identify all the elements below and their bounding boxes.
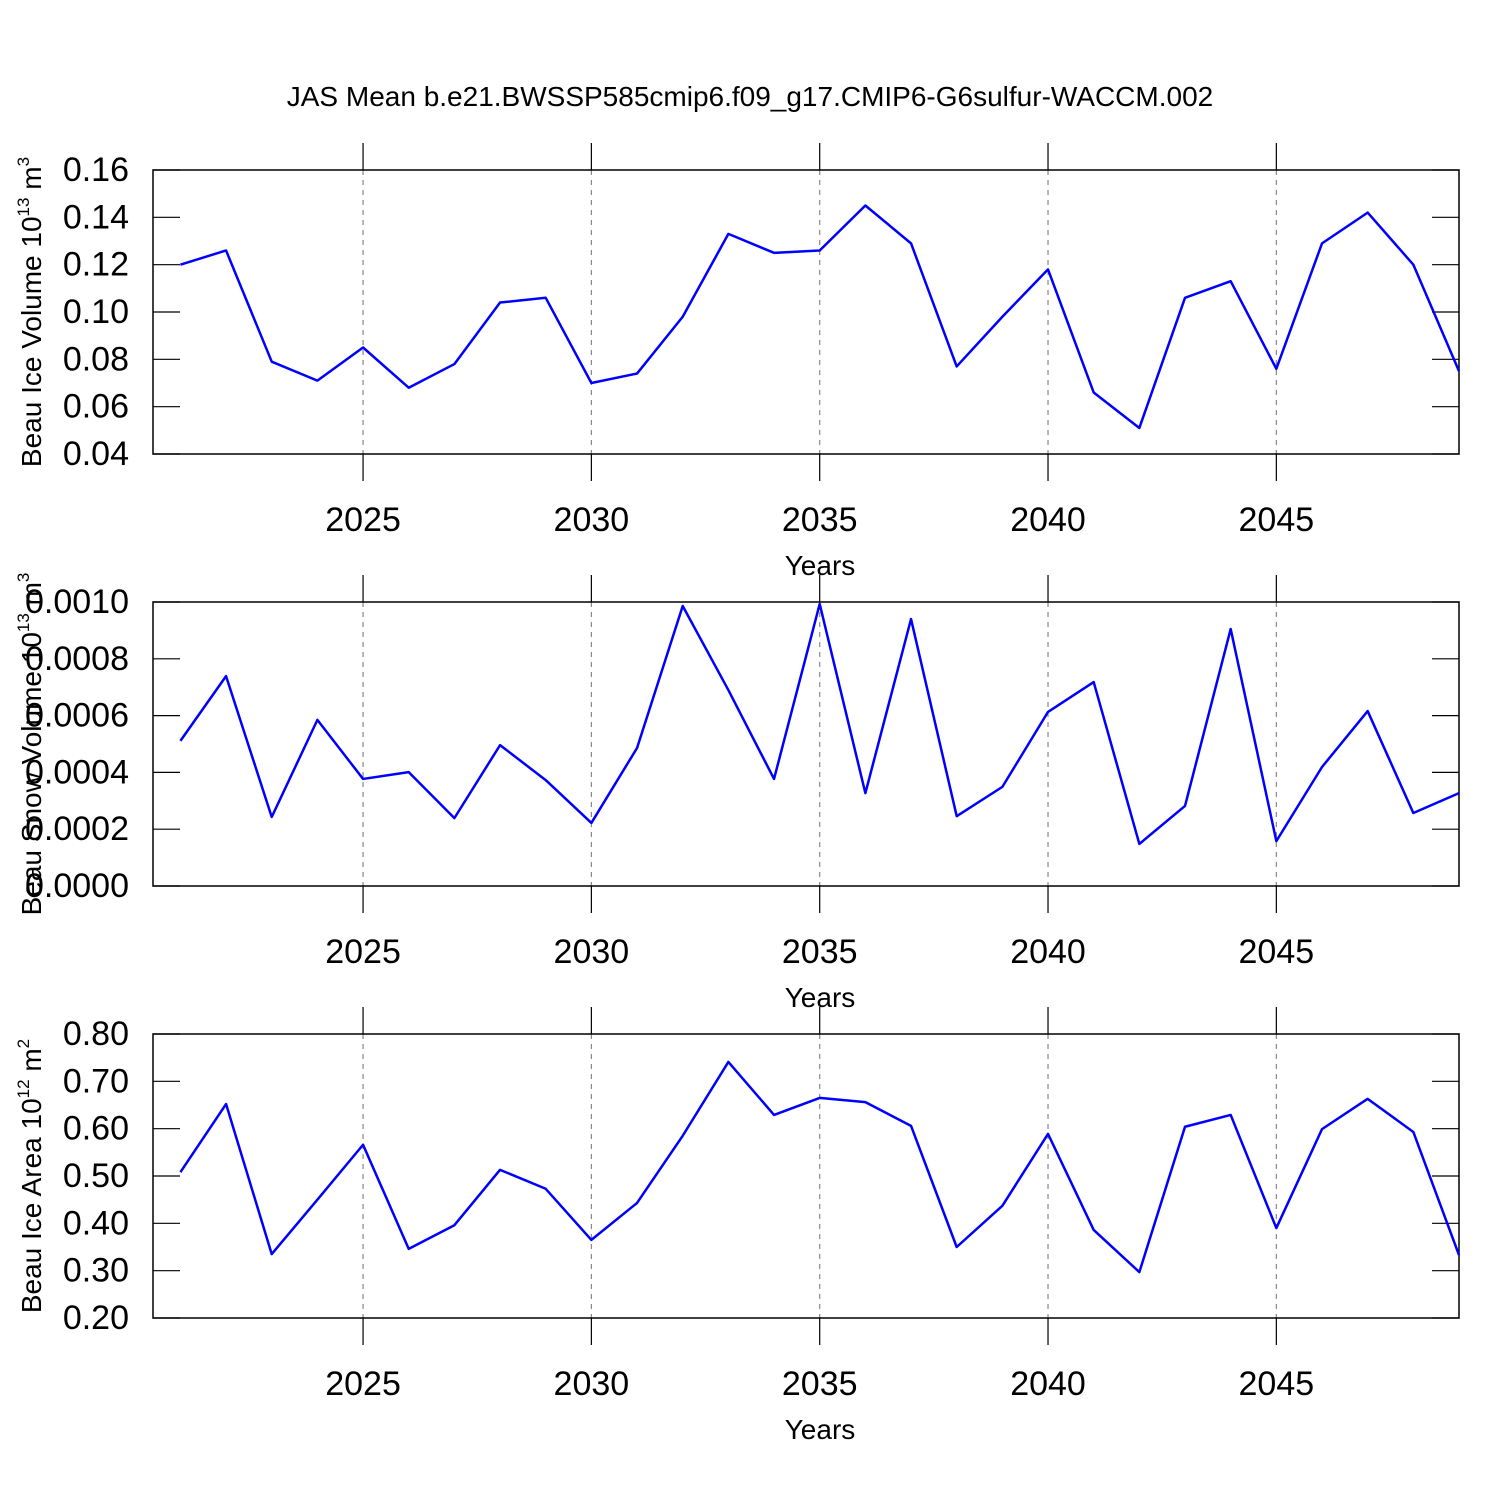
y-tick-label: 0.08 [63, 340, 129, 378]
y-axis-text: m [16, 582, 47, 613]
x-tick-label: 2040 [1010, 1365, 1086, 1403]
y-axis-text: Beau Ice Area 10 [16, 1098, 47, 1313]
x-tick-label: 2045 [1239, 1365, 1315, 1403]
x-tick-label: 2030 [554, 501, 630, 539]
y-axis-exponent: 13 [14, 613, 33, 632]
y-axis-text: m [16, 166, 47, 197]
x-tick-label: 2025 [325, 1365, 401, 1403]
y-tick-label: 0.60 [63, 1110, 129, 1148]
y-tick-label: 0.0008 [25, 640, 129, 678]
x-axis-title: Years [785, 1414, 856, 1445]
y-tick-label: 0.06 [63, 388, 129, 426]
chart-title: JAS Mean b.e21.BWSSP585cmip6.f09_g17.CMI… [287, 81, 1213, 112]
y-axis-exponent: 12 [14, 1079, 33, 1098]
y-tick-label: 0.0006 [25, 697, 129, 735]
x-tick-label: 2045 [1239, 933, 1315, 971]
y-tick-label: 0.0002 [25, 810, 129, 848]
y-tick-label: 0.0004 [25, 753, 129, 791]
x-tick-label: 2030 [554, 1365, 630, 1403]
plot-frame [152, 169, 1460, 455]
x-tick-label: 2040 [1010, 501, 1086, 539]
y-tick-label: 0.16 [63, 151, 129, 189]
plot-frame [152, 1033, 1460, 1319]
y-tick-label: 0.20 [63, 1299, 129, 1337]
y-axis-exponent: 13 [14, 198, 33, 217]
y-tick-label: 0.0010 [25, 583, 129, 621]
y-axis-exponent: 3 [14, 157, 33, 166]
x-tick-label: 2025 [325, 933, 401, 971]
data-line [179, 602, 1460, 846]
plot-frame [152, 601, 1460, 887]
y-tick-label: 0.50 [63, 1157, 129, 1195]
y-tick-label: 0.12 [63, 246, 129, 284]
y-tick-label: 0.04 [63, 435, 129, 473]
y-axis-title: Beau Ice Volume 1013 m3 [14, 157, 47, 467]
x-tick-label: 2035 [782, 1365, 858, 1403]
y-tick-label: 0.10 [63, 293, 129, 331]
y-axis-title: Beau Ice Area 1012 m2 [14, 1039, 47, 1313]
y-axis-text: Beau Snow Volume 10 [16, 632, 47, 915]
y-tick-label: 0.30 [63, 1252, 129, 1290]
x-tick-label: 2035 [782, 933, 858, 971]
data-line [180, 204, 1461, 430]
y-tick-label: 0.80 [63, 1015, 129, 1053]
y-tick-label: 0.40 [63, 1204, 129, 1242]
x-tick-label: 2035 [782, 501, 858, 539]
y-tick-label: 0.70 [63, 1062, 129, 1100]
y-axis-title: Beau Snow Volume 1013 m3 [14, 573, 47, 916]
x-tick-label: 2045 [1239, 501, 1315, 539]
y-axis-exponent: 3 [14, 573, 33, 582]
y-axis-text: m [16, 1048, 47, 1079]
y-tick-label: 0.14 [63, 198, 129, 236]
x-tick-label: 2030 [554, 933, 630, 971]
y-tick-label: 0.0000 [25, 867, 129, 905]
x-tick-label: 2040 [1010, 933, 1086, 971]
y-axis-exponent: 2 [14, 1039, 33, 1048]
data-line [179, 1060, 1461, 1274]
y-axis-text: Beau Ice Volume 10 [16, 216, 47, 467]
x-tick-label: 2025 [325, 501, 401, 539]
